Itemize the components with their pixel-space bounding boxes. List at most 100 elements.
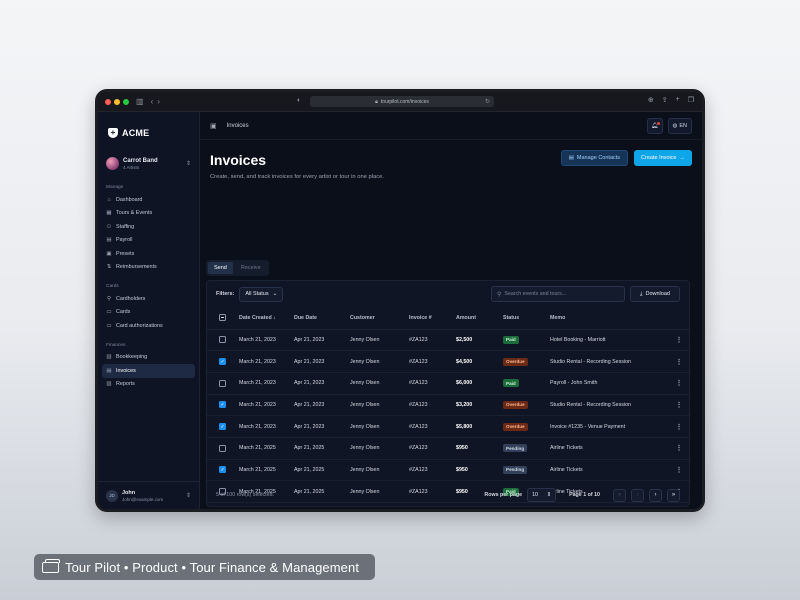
row-checkbox[interactable] bbox=[219, 466, 226, 474]
column-header-status[interactable]: Status bbox=[503, 307, 550, 330]
row-checkbox[interactable] bbox=[219, 444, 226, 452]
row-actions-button[interactable]: ⋮ bbox=[667, 459, 689, 482]
select-all-checkbox[interactable] bbox=[219, 314, 226, 322]
tabs-overview-icon[interactable]: ❐ bbox=[687, 97, 694, 104]
row-actions-button[interactable]: ⋮ bbox=[667, 437, 689, 460]
previous-page-button[interactable]: ‹ bbox=[631, 488, 644, 502]
more-vertical-icon: ⋮ bbox=[675, 380, 683, 388]
cell-amount: $950 bbox=[456, 459, 503, 482]
row-checkbox[interactable] bbox=[219, 423, 226, 431]
first-page-button[interactable]: « bbox=[613, 488, 626, 502]
sidebar-item-cards[interactable]: ▭ Cards bbox=[102, 306, 195, 320]
row-actions-button[interactable]: ⋮ bbox=[667, 372, 689, 395]
row-checkbox[interactable] bbox=[219, 379, 226, 387]
more-vertical-icon: ⋮ bbox=[675, 466, 683, 474]
maximize-window-button[interactable] bbox=[123, 98, 129, 105]
back-icon[interactable]: ‹ bbox=[150, 97, 154, 106]
sidebar-item-reimbursements[interactable]: ⇅ Reimbursements bbox=[102, 261, 195, 275]
sidebar-item-payroll[interactable]: ▤ Payroll bbox=[102, 234, 195, 248]
caption-bar: Tour Pilot • Product • Tour Finance & Ma… bbox=[34, 554, 375, 580]
status-badge: Paid bbox=[503, 335, 519, 344]
user-menu[interactable]: JD John John@example.com ⇕ bbox=[98, 481, 199, 509]
row-actions-button[interactable]: ⋮ bbox=[667, 415, 689, 438]
shield-icon[interactable]: ◐ bbox=[297, 97, 302, 104]
row-actions-button[interactable]: ⋮ bbox=[667, 350, 689, 373]
sidebar-item-bookkeeping[interactable]: ▥ Bookkeeping bbox=[102, 351, 195, 365]
tab-send[interactable]: Send bbox=[208, 262, 233, 274]
sidebar-item-label: Presets bbox=[116, 250, 135, 257]
row-checkbox[interactable] bbox=[219, 401, 226, 409]
sidebar-item-staffing[interactable]: ⚇ Staffing bbox=[102, 220, 195, 234]
address-bar[interactable]: 🔒︎ tourpilot.com/invoices ↻ bbox=[310, 96, 494, 107]
status-filter-value: All Status bbox=[245, 291, 269, 297]
sidebar-item-cardholders[interactable]: ⚲ Cardholders bbox=[102, 292, 195, 306]
share-icon[interactable]: ⇪ bbox=[661, 97, 668, 104]
status-filter-select[interactable]: All Status ⌄ bbox=[239, 286, 284, 302]
new-tab-icon[interactable]: + bbox=[675, 96, 680, 103]
create-invoice-button[interactable]: Create Invoice → bbox=[634, 150, 692, 166]
download-icon[interactable]: ⊕ bbox=[647, 97, 654, 104]
sidebar-item-presets[interactable]: ▣ Presets bbox=[102, 247, 195, 261]
row-actions-button[interactable]: ⋮ bbox=[667, 329, 689, 352]
row-checkbox[interactable] bbox=[219, 336, 226, 344]
search-input[interactable] bbox=[504, 291, 615, 297]
search-box[interactable]: ⚲ bbox=[491, 286, 625, 302]
cell-memo: Studio Rental - Recording Session bbox=[550, 394, 667, 417]
page-header: Invoices Create, send, and track invoice… bbox=[200, 140, 702, 180]
reload-icon[interactable]: ↻ bbox=[484, 99, 490, 105]
cell-customer: Jenny Olsen bbox=[350, 437, 409, 460]
column-header-memo[interactable]: Memo bbox=[550, 307, 667, 330]
cell-status: Overdue bbox=[503, 394, 550, 417]
nav-section-title: Manage bbox=[106, 185, 124, 190]
row-actions-button[interactable]: ⋮ bbox=[667, 502, 689, 506]
minimize-window-button[interactable] bbox=[114, 98, 120, 105]
manage-contacts-button[interactable]: ▤ Manage Contacts bbox=[560, 150, 629, 166]
sidebar-item-reports[interactable]: ▧ Reports bbox=[102, 378, 195, 392]
row-actions-button[interactable]: ⋮ bbox=[667, 394, 689, 417]
cell-memo: Airline Tickets bbox=[550, 502, 667, 506]
cell-customer: Jenny Olsen bbox=[350, 502, 409, 506]
forward-icon[interactable]: › bbox=[157, 97, 160, 106]
contacts-icon: ▤ bbox=[568, 155, 574, 161]
last-page-button[interactable]: » bbox=[667, 488, 680, 502]
logo-icon: + bbox=[108, 127, 118, 138]
close-window-button[interactable] bbox=[105, 98, 111, 105]
cell-memo: Hotel Booking - Marriott bbox=[550, 329, 667, 352]
column-header-due-date[interactable]: Due Date bbox=[294, 307, 350, 330]
cell-due-date: Apr 21, 2025 bbox=[294, 480, 350, 503]
column-header-invoice-number[interactable]: Invoice # bbox=[409, 307, 456, 330]
rows-per-page-select[interactable]: 10 ⇕ bbox=[527, 488, 557, 502]
language-button[interactable]: ◍ EN bbox=[667, 117, 692, 134]
column-header-amount[interactable]: Amount bbox=[456, 307, 503, 330]
sidebar-item-invoices[interactable]: ▤ Invoices bbox=[102, 364, 195, 378]
cell-memo: Airline Tickets bbox=[550, 437, 667, 460]
table-header-row: Date Created ↓ Due Date Customer Invoice… bbox=[207, 307, 689, 330]
column-header-date-created[interactable]: Date Created ↓ bbox=[239, 307, 294, 330]
sidebar-item-card-authorizations[interactable]: ▭ Card authorizations bbox=[102, 319, 195, 333]
sidebar-toggle-icon[interactable]: ▥ bbox=[136, 97, 144, 106]
tab-receive[interactable]: Receive bbox=[240, 265, 261, 271]
sidebar-item-label: Invoices bbox=[116, 367, 136, 374]
panel-toggle-icon[interactable]: ▣ bbox=[210, 122, 217, 130]
sidebar-item-tours-events[interactable]: ▦ Tours & Events bbox=[102, 207, 195, 221]
next-page-button[interactable]: › bbox=[649, 488, 662, 502]
app-logo[interactable]: + ACME bbox=[98, 112, 199, 142]
sidebar-item-dashboard[interactable]: ⌂ Dashboard bbox=[102, 193, 195, 207]
sidebar-item-label: Staffing bbox=[116, 223, 135, 230]
sidebar-item-label: Reimbursements bbox=[116, 264, 157, 271]
notifications-button[interactable]: 🔔︎ bbox=[646, 117, 663, 134]
row-checkbox[interactable] bbox=[219, 488, 226, 496]
page-indicator: Page 1 of 10 bbox=[569, 492, 600, 498]
row-checkbox[interactable] bbox=[219, 358, 226, 366]
org-switcher[interactable]: Carrot Band 4 Artists ⇕ bbox=[98, 142, 199, 175]
column-header-customer[interactable]: Customer bbox=[350, 307, 409, 330]
download-button[interactable]: ⤓ Download bbox=[630, 286, 680, 302]
